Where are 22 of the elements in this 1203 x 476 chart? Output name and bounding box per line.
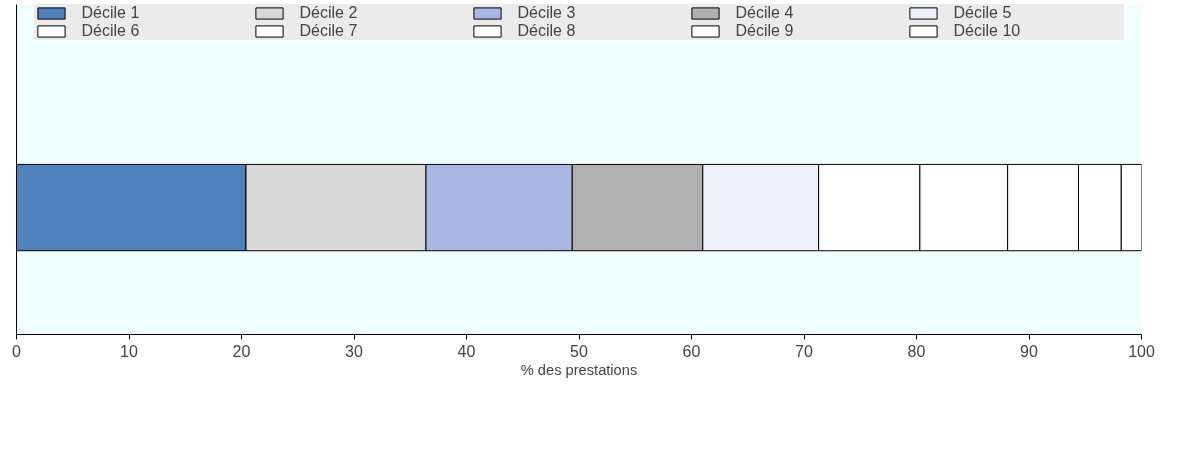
x-tick-label: 30 <box>345 342 363 360</box>
legend-label: Décile 1 <box>81 4 141 22</box>
x-tick-label: 50 <box>570 342 588 360</box>
x-tick-label: 70 <box>795 342 813 360</box>
x-tick-label: 100 <box>1128 342 1155 360</box>
x-axis-title: % des prestations <box>520 361 638 378</box>
legend-label: Décile 9 <box>735 22 795 40</box>
legend-label: Décile 2 <box>299 4 359 22</box>
x-tick-label: 10 <box>120 342 138 360</box>
legend-label: Décile 6 <box>81 22 141 40</box>
x-tick-label: 90 <box>1020 342 1038 360</box>
x-tick-label: 20 <box>232 342 251 360</box>
x-tick-label: 60 <box>682 342 701 360</box>
legend-label: Décile 4 <box>735 4 795 22</box>
x-tick-label: 80 <box>907 342 926 360</box>
legend-label: Décile 8 <box>517 22 577 40</box>
legend-label: Décile 7 <box>299 22 359 40</box>
x-tick-label: 0 <box>12 342 22 360</box>
x-tick-label: 40 <box>457 342 476 360</box>
legend-label: Décile 3 <box>517 4 577 22</box>
legend-label: Décile 5 <box>953 4 1013 22</box>
legend-label: Décile 10 <box>953 22 1022 40</box>
